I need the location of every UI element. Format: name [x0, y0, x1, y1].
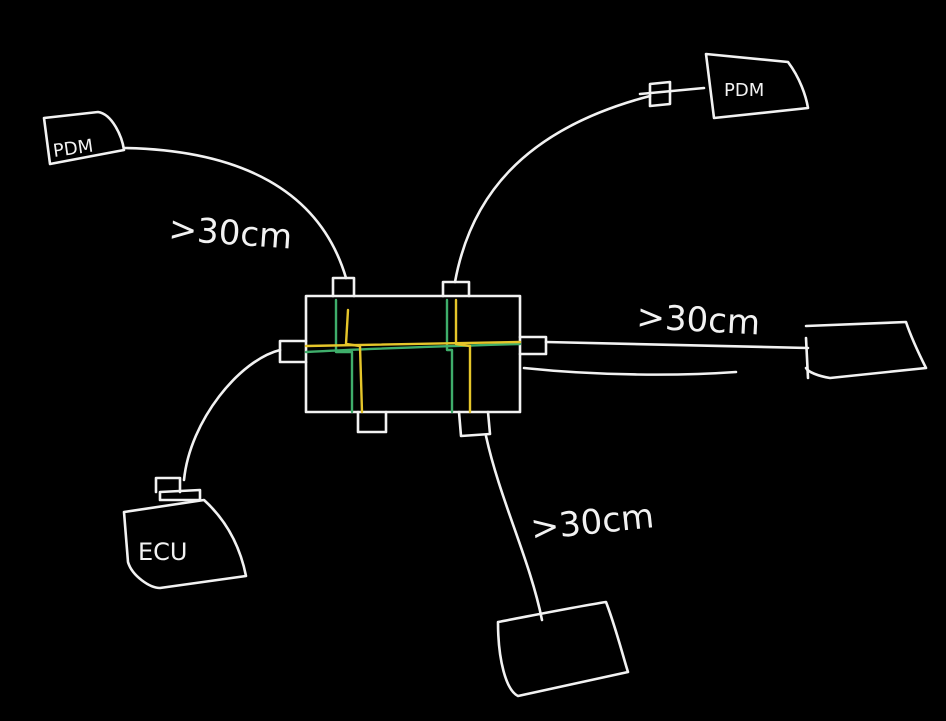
- cable-bottom-left: [182, 348, 282, 482]
- cable-right-lower: [522, 366, 738, 376]
- node-top-right-plug-line: [638, 86, 706, 96]
- yellow-trace-left: [344, 308, 364, 414]
- node-bottom-outline: [496, 600, 630, 698]
- hub-connector-top-right: [441, 280, 471, 298]
- node-bottom-left-plug-body: [158, 488, 202, 502]
- node-bottom-left-plug: [154, 476, 182, 494]
- cable-top-right: [453, 94, 652, 284]
- hub-connector-right: [518, 335, 548, 356]
- node-top-right-outline: [704, 52, 810, 120]
- cable-top-left: [122, 146, 348, 280]
- node-bottom: [496, 600, 630, 698]
- node-top-right-label: PDM: [724, 80, 764, 101]
- node-right: [804, 320, 928, 380]
- node-bottom-left-outline: [122, 498, 248, 590]
- hub-box: [304, 294, 522, 414]
- hub-connector-bottom-left: [356, 410, 388, 434]
- node-top-left: PDM: [42, 110, 126, 166]
- hub-connector-top-left: [331, 276, 356, 298]
- central-hub: [278, 276, 548, 438]
- yellow-trace-right: [454, 298, 472, 414]
- hub-connector-left: [278, 339, 308, 364]
- node-bottom-left: ECU: [122, 476, 248, 590]
- node-top-left-outline: [42, 110, 126, 166]
- length-label-top-left: >30cm: [167, 209, 293, 258]
- node-right-plug: [804, 336, 810, 380]
- node-right-outline: [804, 320, 928, 380]
- cable-bottom: [484, 434, 544, 622]
- node-top-right: PDM: [638, 52, 810, 120]
- green-trace-horizontal: [304, 342, 522, 354]
- length-label-right: >30cm: [636, 297, 762, 343]
- hub-connector-bottom-right: [457, 410, 492, 438]
- node-bottom-left-label: ECU: [138, 538, 188, 566]
- cable-right-upper: [544, 340, 810, 350]
- yellow-trace-horizontal: [304, 340, 522, 348]
- green-trace-left: [334, 298, 354, 414]
- node-top-right-plug: [648, 80, 672, 108]
- green-trace-right: [445, 298, 454, 414]
- length-label-bottom: >30cm: [529, 496, 656, 549]
